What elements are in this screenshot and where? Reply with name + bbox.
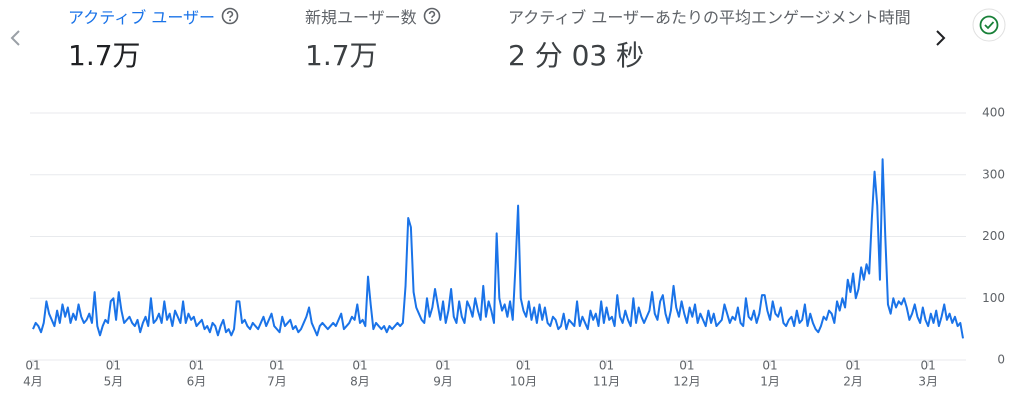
tab-value: 2 分 03 秒 bbox=[508, 39, 645, 72]
next-arrow[interactable] bbox=[932, 28, 948, 48]
x-tick-month: 9月 bbox=[433, 375, 453, 389]
x-tick-label: 01 bbox=[435, 359, 450, 373]
x-tick-month: 11月 bbox=[593, 375, 620, 389]
x-tick-month: 12月 bbox=[673, 375, 700, 389]
x-tick-month: 3月 bbox=[918, 375, 938, 389]
tab[interactable]: アクティブ ユーザー 1.7万 bbox=[68, 4, 268, 74]
help-icon[interactable] bbox=[423, 7, 441, 25]
help-icon[interactable] bbox=[221, 7, 239, 25]
tab-label: 新規ユーザー数 bbox=[305, 8, 417, 27]
x-tick-label: 01 bbox=[762, 359, 777, 373]
y-tick-label: 100 bbox=[982, 291, 1005, 305]
y-tick-label: 0 bbox=[997, 353, 1005, 367]
x-tick-month: 4月 bbox=[23, 375, 43, 389]
y-tick-label: 400 bbox=[982, 106, 1005, 120]
tab-value: 1.7万 bbox=[68, 39, 141, 72]
prev-arrow[interactable] bbox=[8, 28, 24, 48]
x-tick-month: 1月 bbox=[760, 375, 780, 389]
y-tick-label: 200 bbox=[982, 229, 1005, 243]
x-tick-label: 01 bbox=[106, 359, 121, 373]
x-tick-label: 01 bbox=[189, 359, 204, 373]
x-tick-label: 01 bbox=[516, 359, 531, 373]
y-tick-label: 300 bbox=[982, 167, 1005, 181]
data-line bbox=[32, 158, 964, 339]
x-tick-month: 8月 bbox=[350, 375, 370, 389]
x-tick-month: 5月 bbox=[104, 375, 124, 389]
x-tick-month: 10月 bbox=[510, 375, 537, 389]
x-tick-label: 01 bbox=[679, 359, 694, 373]
x-tick-month: 2月 bbox=[843, 375, 863, 389]
tab-label: アクティブ ユーザーあたりの平均エンゲージメント時間 bbox=[508, 8, 911, 27]
x-tick-month: 6月 bbox=[187, 375, 207, 389]
x-tick-label: 01 bbox=[845, 359, 860, 373]
tab-value: 1.7万 bbox=[305, 39, 378, 72]
x-tick-month: 7月 bbox=[267, 375, 287, 389]
tab[interactable]: アクティブ ユーザーあたりの平均エンゲージメント時間 2 分 03 秒 bbox=[508, 4, 924, 74]
tab-label: アクティブ ユーザー bbox=[68, 8, 216, 27]
x-tick-label: 01 bbox=[921, 359, 936, 373]
x-tick-label: 01 bbox=[352, 359, 367, 373]
x-tick-label: 01 bbox=[599, 359, 614, 373]
tab[interactable]: 新規ユーザー数 1.7万 bbox=[305, 4, 485, 74]
x-tick-label: 01 bbox=[25, 359, 40, 373]
status-icon[interactable] bbox=[972, 8, 1006, 42]
x-tick-label: 01 bbox=[269, 359, 284, 373]
